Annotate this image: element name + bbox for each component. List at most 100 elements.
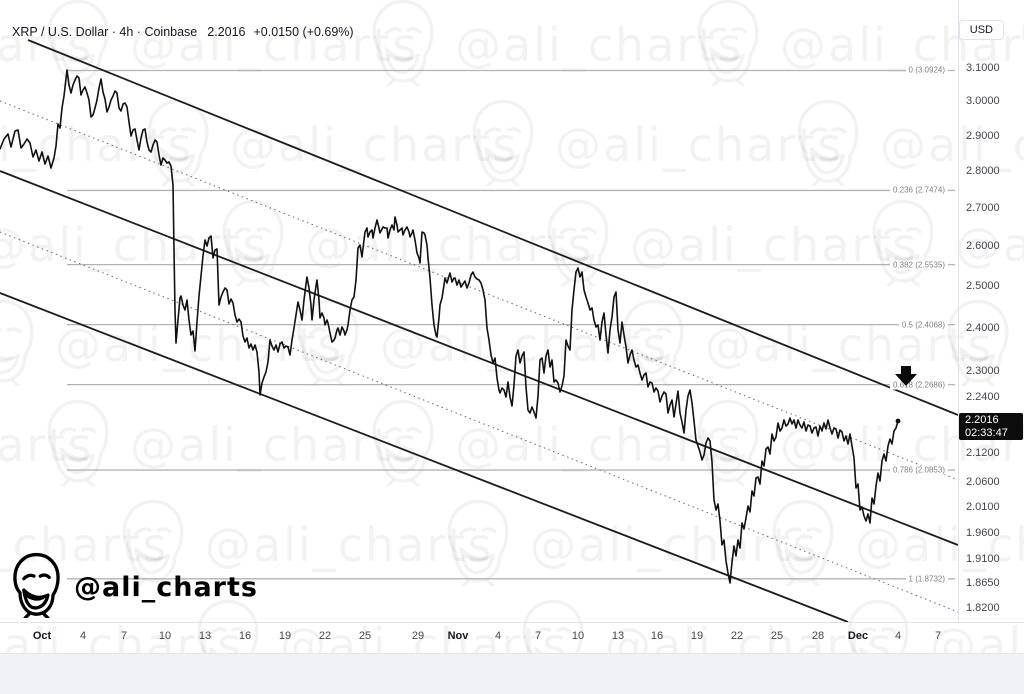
date-axis-label[interactable]: 10 xyxy=(158,630,172,642)
current-price-label: 2.2016 02:33:47 xyxy=(959,413,1023,440)
price-axis-label[interactable]: 1.8200 xyxy=(966,602,1000,615)
date-axis-label[interactable]: 13 xyxy=(198,630,212,642)
price-axis-label[interactable]: 2.8000 xyxy=(966,165,1000,178)
watermark-text: @ali_charts xyxy=(130,417,419,472)
price-axis-label[interactable]: 1.9100 xyxy=(966,553,1000,566)
price-axis-separator xyxy=(958,0,959,622)
watermark-text: @ali_charts xyxy=(0,117,194,172)
channel-midline[interactable] xyxy=(0,231,959,613)
symbol-header[interactable]: XRP / U.S. Dollar · 4h · Coinbase 2.2016 +… xyxy=(12,25,354,39)
watermark-unit: @ali_charts xyxy=(365,0,743,91)
watermark-text: @ali_charts xyxy=(205,517,494,572)
channel-trendline[interactable] xyxy=(0,292,849,623)
watermark-unit: @ali_charts xyxy=(0,398,93,491)
price-axis-label[interactable]: 2.9000 xyxy=(966,129,1000,142)
price-axis-label[interactable]: 2.5000 xyxy=(966,280,1000,293)
price-axis-label[interactable]: 2.4000 xyxy=(966,321,1000,334)
fib-level-label: 0.236 (2.7474) xyxy=(889,185,948,195)
watermark-text: @ali_charts xyxy=(130,17,419,72)
watermark-face-icon xyxy=(40,0,116,91)
watermark-text: @ali_charts xyxy=(0,417,94,472)
date-axis-label[interactable]: Dec xyxy=(847,630,869,642)
date-axis-label[interactable]: Nov xyxy=(447,630,469,642)
date-axis-label[interactable]: 25 xyxy=(358,630,372,642)
date-axis-label[interactable]: 7 xyxy=(534,630,542,642)
date-axis-label[interactable]: 13 xyxy=(611,630,625,642)
date-axis-label[interactable]: 19 xyxy=(278,630,292,642)
watermark-face-icon xyxy=(140,98,216,191)
down-arrow-icon[interactable] xyxy=(893,364,919,389)
currency-toggle-usd[interactable]: USD xyxy=(958,20,1004,40)
price-axis-label[interactable]: 3.0000 xyxy=(966,95,1000,108)
watermark-text: @ali_charts xyxy=(530,517,819,572)
watermark-unit: @ali_charts xyxy=(365,398,743,491)
date-axis-label[interactable]: 7 xyxy=(120,630,128,642)
chart-pane[interactable] xyxy=(0,0,958,622)
watermark-unit: @ali_charts xyxy=(0,0,93,91)
last-price-dot xyxy=(895,418,901,424)
watermark-face-icon xyxy=(765,498,841,591)
date-axis-label[interactable]: 25 xyxy=(770,630,784,642)
watermark-unit: @ali_charts xyxy=(140,98,518,191)
watermark-unit: @ali_charts xyxy=(940,298,1024,391)
time-axis-separator xyxy=(0,622,1024,623)
watermark-text: @ali_charts xyxy=(555,117,844,172)
price-axis-label[interactable]: 1.8650 xyxy=(966,577,1000,590)
price-axis-label[interactable]: 2.3000 xyxy=(966,364,1000,377)
watermark-unit: @ali_charts xyxy=(215,198,593,291)
price-axis-label[interactable]: 2.0100 xyxy=(966,501,1000,514)
watermark-text: @ali_charts xyxy=(305,217,594,272)
watermark-face-icon xyxy=(0,298,41,391)
watermark-unit: @ali_charts xyxy=(615,298,993,391)
date-axis-label[interactable]: 4 xyxy=(79,630,87,642)
watermark-unit: @ali_charts xyxy=(115,498,493,591)
date-axis-label[interactable]: 28 xyxy=(811,630,825,642)
fib-level-label: 0.786 (2.0853) xyxy=(889,465,948,475)
fib-level-label: 1 (1.8732) xyxy=(905,574,948,584)
watermark-text: @ali_charts xyxy=(855,517,1024,572)
watermark-text: @ali_charts xyxy=(955,217,1024,272)
date-axis-label[interactable]: 4 xyxy=(894,630,902,642)
current-price-value: 2.2016 xyxy=(965,414,999,426)
date-axis-label[interactable]: 29 xyxy=(411,630,425,642)
watermark-unit: @ali_charts xyxy=(440,498,818,591)
watermark-text: @ali_charts xyxy=(230,117,519,172)
watermark-unit: @ali_charts xyxy=(0,198,268,291)
date-axis-label[interactable]: 22 xyxy=(318,630,332,642)
watermark-face-icon xyxy=(440,498,516,591)
date-axis-label[interactable]: 16 xyxy=(238,630,252,642)
watermark-text: @ali_charts xyxy=(0,517,169,572)
watermark-unit: @ali_charts xyxy=(0,98,193,191)
price-axis-label[interactable]: 2.7000 xyxy=(966,202,1000,215)
watermark-unit: @ali_charts xyxy=(40,0,418,91)
date-axis-label[interactable]: 7 xyxy=(934,630,942,642)
date-axis-label[interactable]: 22 xyxy=(730,630,744,642)
footer-band xyxy=(0,653,1024,694)
channel-trendline[interactable] xyxy=(0,170,959,546)
price-axis-label[interactable]: 1.9600 xyxy=(966,526,1000,539)
price-axis-label[interactable]: 3.1000 xyxy=(966,62,1000,74)
price-axis-label[interactable]: 2.6000 xyxy=(966,240,1000,253)
price-axis-label[interactable]: 2.1200 xyxy=(966,447,1000,460)
price-axis-label[interactable]: 2.2400 xyxy=(966,391,1000,404)
date-axis-label[interactable]: Oct xyxy=(32,630,52,642)
watermark-text: @ali_charts xyxy=(0,217,269,272)
fib-level-label: 0 (3.0924) xyxy=(905,65,948,75)
bar-countdown: 02:33:47 xyxy=(965,427,1008,439)
watermark-unit: @ali_charts xyxy=(790,98,1024,191)
date-axis-label[interactable]: 19 xyxy=(690,630,704,642)
watermark-face-icon xyxy=(115,498,191,591)
fib-level-label: 0.382 (2.5535) xyxy=(889,260,948,270)
date-axis-label[interactable]: 16 xyxy=(650,630,664,642)
date-axis-label[interactable]: 10 xyxy=(571,630,585,642)
channel-midline[interactable] xyxy=(0,100,959,481)
date-axis-label[interactable]: 4 xyxy=(494,630,502,642)
watermark-text: @ali_charts xyxy=(455,17,744,72)
watermark-text: @ali_charts xyxy=(455,417,744,472)
channel-trendline[interactable] xyxy=(27,39,959,416)
price-axis-label[interactable]: 2.0600 xyxy=(966,476,1000,489)
watermark-face-icon xyxy=(40,398,116,491)
symbol-title[interactable]: XRP / U.S. Dollar · 4h · Coinbase xyxy=(12,25,198,39)
